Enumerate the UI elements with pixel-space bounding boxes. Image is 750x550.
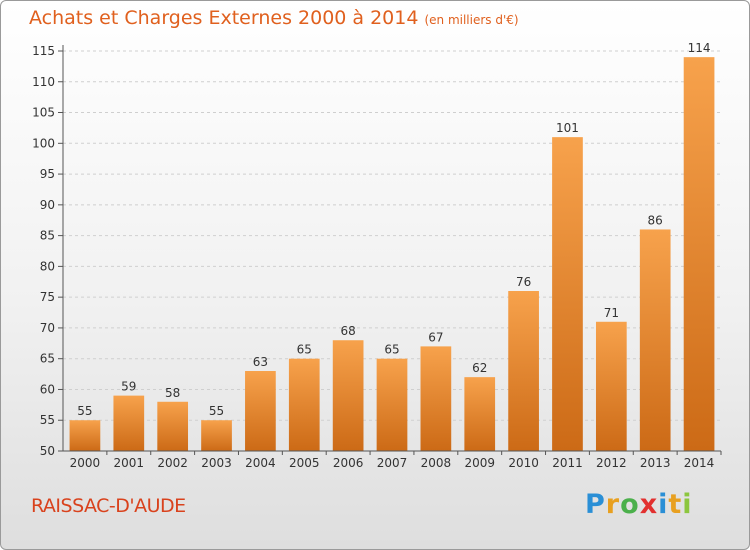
bar-value-label: 101 <box>556 121 579 135</box>
chart-unit: (en milliers d'€) <box>424 13 519 27</box>
bar-value-label: 62 <box>472 361 487 375</box>
bar-value-label: 59 <box>121 380 136 394</box>
y-tick-label: 95 <box>40 167 55 181</box>
bar <box>639 229 671 451</box>
x-tick-label: 2012 <box>596 456 627 470</box>
axes <box>58 45 722 455</box>
y-tick-label: 70 <box>40 321 55 335</box>
city-name: RAISSAC-D'AUDE <box>31 495 186 517</box>
bar <box>201 420 232 451</box>
bar-value-label: 65 <box>384 343 399 357</box>
bar <box>376 358 408 451</box>
logo-letter: i <box>658 489 669 520</box>
bar-value-label: 63 <box>253 355 268 369</box>
bar <box>245 371 276 451</box>
bar-value-label: 71 <box>604 306 619 320</box>
x-tick-label: 2004 <box>245 456 276 470</box>
x-tick-label: 2006 <box>333 456 364 470</box>
x-tick-label: 2008 <box>421 456 452 470</box>
logo-letter: P <box>585 489 606 520</box>
x-tick-label: 2000 <box>70 456 101 470</box>
bar-value-label: 76 <box>516 275 531 289</box>
x-tick-label: 2002 <box>157 456 188 470</box>
bar <box>157 401 189 451</box>
logo-letter: i <box>682 489 693 520</box>
bar <box>288 358 320 451</box>
bar <box>552 137 583 451</box>
x-tick-label: 2007 <box>377 456 408 470</box>
chart-title: Achats et Charges Externes 2000 à 2014 (e… <box>29 7 519 29</box>
y-tick-label: 100 <box>32 136 55 150</box>
y-tick-label: 85 <box>40 229 55 243</box>
y-tick-label: 75 <box>40 290 55 304</box>
y-tick-label: 105 <box>32 106 55 120</box>
y-tick-label: 65 <box>40 352 55 366</box>
chart-title-text: Achats et Charges Externes 2000 à 2014 <box>29 7 419 29</box>
bar-value-label: 67 <box>428 330 443 344</box>
bars <box>69 57 715 452</box>
bar-value-label: 55 <box>209 404 224 418</box>
bar <box>595 321 627 451</box>
bar-value-label: 114 <box>688 41 711 55</box>
x-tick-label: 2009 <box>464 456 495 470</box>
x-tick-label: 2013 <box>640 456 671 470</box>
x-tick-label: 2003 <box>201 456 232 470</box>
logo-letter: x <box>639 489 659 520</box>
bar-value-label: 86 <box>648 213 663 227</box>
bar-value-label: 58 <box>165 386 180 400</box>
bar-value-label: 55 <box>77 404 92 418</box>
x-tick-label: 2011 <box>552 456 583 470</box>
bar <box>683 57 715 452</box>
tick-labels: 50 55 60 65 70 75 80 85 90 95 100 105 110 115 55 2000 59… <box>32 41 714 470</box>
y-tick-label: 55 <box>40 413 55 427</box>
y-tick-label: 50 <box>40 444 55 458</box>
x-tick-label: 2005 <box>289 456 320 470</box>
y-tick-label: 90 <box>40 198 55 212</box>
y-tick-label: 115 <box>32 44 55 58</box>
logo-letter: r <box>605 489 621 520</box>
x-tick-label: 2001 <box>114 456 145 470</box>
x-tick-label: 2010 <box>508 456 539 470</box>
bar <box>464 377 496 451</box>
bar-value-label: 65 <box>297 343 312 357</box>
y-tick-label: 110 <box>32 75 55 89</box>
bar <box>113 395 145 451</box>
bar <box>332 340 364 451</box>
bar <box>69 420 101 451</box>
bar <box>420 346 452 451</box>
bar-value-label: 68 <box>340 324 355 338</box>
y-tick-label: 60 <box>40 382 55 396</box>
y-tick-label: 80 <box>40 259 55 273</box>
proxiti-logo[interactable]: Proxiti <box>585 489 693 520</box>
logo-letter: o <box>620 489 640 520</box>
bar <box>508 291 539 451</box>
logo-letter: t <box>668 489 683 520</box>
x-tick-label: 2014 <box>684 456 715 470</box>
